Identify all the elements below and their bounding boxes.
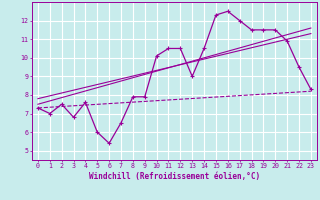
X-axis label: Windchill (Refroidissement éolien,°C): Windchill (Refroidissement éolien,°C): [89, 172, 260, 181]
